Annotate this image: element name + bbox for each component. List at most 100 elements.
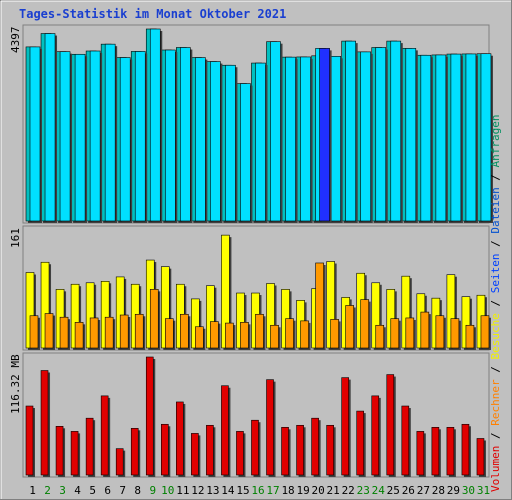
bar-rechner-26	[405, 317, 415, 349]
bar-dateien-4	[74, 53, 86, 222]
bar-rechner-19	[300, 320, 309, 349]
bar-volumen-11	[176, 401, 184, 476]
bar-volumen-10	[160, 423, 169, 476]
bar-volumen-9	[145, 356, 154, 476]
bar-volumen-29	[446, 427, 455, 476]
bar-seiten-20	[319, 48, 330, 222]
bar-rechner-27	[420, 311, 430, 349]
x-tick-label-31: 31	[477, 484, 490, 497]
bar-dateien-30	[465, 53, 477, 222]
bar-volumen-27	[416, 431, 425, 476]
bar-volumen-22	[341, 377, 349, 476]
x-tick-label-3: 3	[59, 484, 66, 497]
x-tick-label-4: 4	[74, 484, 81, 497]
legend-separator: /	[489, 233, 502, 254]
bar-dateien-9	[149, 28, 161, 222]
x-tick-label-23: 23	[357, 484, 370, 497]
legend-entry-dateien: Dateien	[489, 187, 502, 234]
bar-volumen-1	[25, 405, 34, 476]
bar-dateien-14	[225, 64, 236, 222]
bar-dateien-6	[104, 43, 116, 222]
bar-dateien-28	[435, 54, 447, 222]
x-tick-label-9: 9	[149, 484, 156, 497]
x-tick-label-18: 18	[281, 484, 294, 497]
x-tick-label-1: 1	[29, 484, 36, 497]
x-tick-label-14: 14	[221, 484, 235, 497]
x-tick-label-24: 24	[372, 484, 386, 497]
bar-rechner-4	[74, 322, 84, 349]
legend-separator: /	[489, 167, 502, 188]
y-max-label-panel-2: 161	[9, 227, 22, 248]
bar-rechner-8	[134, 313, 144, 349]
bar-dateien-11	[180, 47, 191, 222]
bar-volumen-30	[461, 423, 470, 476]
x-tick-label-29: 29	[447, 484, 460, 497]
x-tick-label-10: 10	[161, 484, 174, 497]
x-tick-label-11: 11	[176, 484, 189, 497]
bar-volumen-15	[236, 431, 244, 476]
x-tick-label-13: 13	[206, 484, 219, 497]
x-tick-label-16: 16	[251, 484, 264, 497]
x-tick-label-5: 5	[89, 484, 96, 497]
legend-separator: /	[489, 425, 502, 446]
bar-dateien-1	[29, 46, 41, 222]
legend-entry-rechner: Rechner	[489, 379, 502, 426]
bar-volumen-5	[85, 417, 94, 476]
bar-dateien-25	[390, 40, 402, 222]
bar-dateien-13	[210, 61, 221, 222]
bar-dateien-15	[240, 83, 251, 222]
bar-volumen-4	[70, 431, 79, 476]
bar-dateien-22	[345, 40, 356, 222]
bar-dateien-31	[480, 53, 492, 222]
bar-rechner-3	[59, 316, 69, 349]
bar-volumen-28	[431, 427, 440, 476]
bar-dateien-12	[195, 57, 206, 222]
bar-rechner-25	[390, 318, 400, 349]
bar-volumen-18	[281, 427, 289, 476]
bar-rechner-18	[285, 318, 294, 349]
bar-dateien-23	[360, 51, 372, 222]
bar-dateien-3	[59, 51, 71, 222]
y-max-label-panel-1: 4397	[9, 26, 22, 54]
bar-volumen-25	[386, 374, 395, 476]
bar-volumen-19	[296, 424, 304, 476]
bar-rechner-9	[149, 289, 159, 349]
bar-dateien-2	[44, 33, 56, 222]
chart-legend: Volumen / Rechner / Besuche / Seiten / D…	[489, 22, 502, 492]
bar-rechner-24	[375, 324, 385, 349]
bar-dateien-27	[420, 54, 432, 222]
x-tick-label-8: 8	[134, 484, 141, 497]
bar-rechner-20	[315, 262, 324, 349]
bar-volumen-26	[401, 405, 410, 476]
x-tick-label-2: 2	[44, 484, 51, 497]
bar-volumen-2	[40, 370, 49, 476]
x-tick-label-26: 26	[402, 484, 415, 497]
bar-rechner-6	[104, 316, 114, 349]
bar-dateien-17	[270, 41, 281, 222]
bar-rechner-12	[195, 326, 204, 349]
bar-volumen-6	[100, 395, 109, 476]
bar-volumen-16	[251, 419, 259, 476]
bar-volumen-23	[356, 410, 365, 476]
bar-rechner-11	[180, 313, 189, 349]
bar-rechner-31	[480, 315, 490, 349]
legend-separator: /	[489, 359, 502, 380]
bar-rechner-30	[465, 324, 475, 349]
bar-dateien-21	[330, 56, 341, 222]
bar-dateien-7	[119, 57, 131, 222]
bar-dateien-18	[285, 56, 296, 222]
bar-volumen-21	[326, 424, 334, 476]
bar-volumen-31	[476, 438, 485, 476]
x-tick-label-30: 30	[462, 484, 475, 497]
y-max-label-panel-3: 116.32 MB	[9, 354, 22, 415]
bar-volumen-3	[55, 426, 64, 476]
legend-entry-seiten: Seiten	[489, 253, 502, 294]
bar-rechner-7	[119, 314, 129, 349]
x-tick-label-6: 6	[104, 484, 111, 497]
bar-volumen-24	[371, 395, 380, 476]
x-tick-label-21: 21	[327, 484, 340, 497]
x-tick-label-15: 15	[236, 484, 249, 497]
x-tick-label-22: 22	[342, 484, 355, 497]
legend-entry-besuche: Besuche	[489, 313, 502, 360]
